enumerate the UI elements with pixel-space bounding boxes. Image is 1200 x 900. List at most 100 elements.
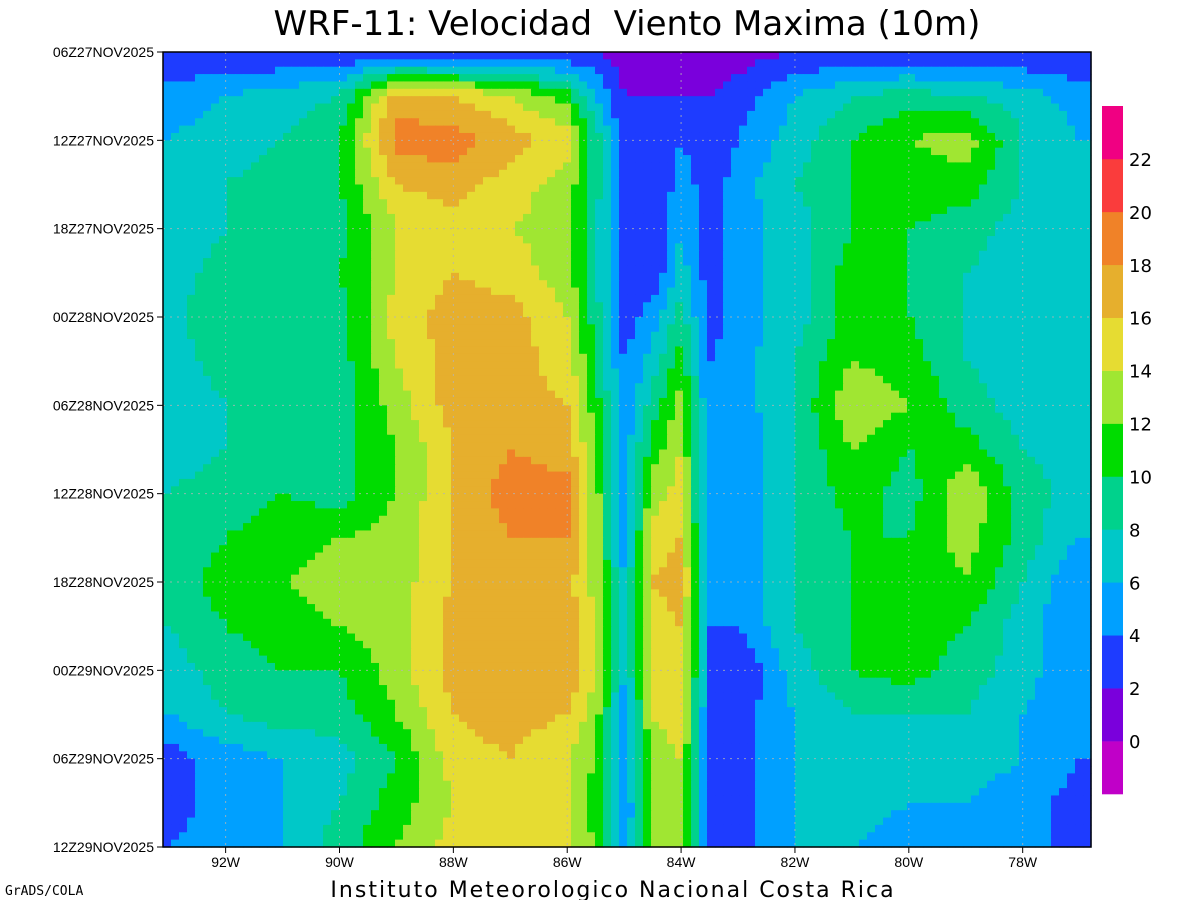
heatmap-cell [307,331,316,340]
heatmap-cell [1067,81,1076,90]
heatmap-cell [1035,74,1044,83]
heatmap-cell [811,199,820,208]
heatmap-cell [1027,317,1036,325]
heatmap-cell [1051,103,1060,112]
heatmap-cell [459,250,468,259]
heatmap-cell [483,324,492,333]
heatmap-cell [275,88,284,97]
heatmap-cell [475,250,484,259]
heatmap-cell [523,66,532,75]
heatmap-cell [635,309,644,318]
heatmap-cell [363,353,372,362]
heatmap-cell [979,103,988,112]
heatmap-cell [835,52,844,60]
heatmap-cell [587,317,596,325]
heatmap-cell [971,103,980,112]
heatmap-cell [491,258,500,267]
heatmap-cell [187,221,196,230]
heatmap-cell [235,199,244,208]
heatmap-cell [691,265,700,274]
heatmap-cell [819,125,828,134]
heatmap-cell [843,228,852,237]
heatmap-cell [539,52,548,60]
heatmap-cell [683,353,692,362]
heatmap-cell [571,243,580,252]
heatmap-cell [819,302,828,311]
heatmap-cell [371,346,380,355]
heatmap-cell [579,177,588,186]
heatmap-cell [1027,206,1036,215]
heatmap-cell [747,272,756,281]
heatmap-cell [347,272,356,281]
heatmap-cell [235,346,244,355]
heatmap-cell [171,294,180,303]
heatmap-cell [507,250,516,259]
heatmap-cell [323,118,332,127]
heatmap-cell [315,272,324,281]
heatmap-cell [587,74,596,83]
heatmap-cell [1083,243,1092,252]
heatmap-cell [467,199,476,208]
heatmap-cell [387,88,396,97]
heatmap-cell [979,191,988,200]
heatmap-cell [339,213,348,222]
heatmap-cell [699,81,708,90]
heatmap-cell [219,81,228,90]
heatmap-cell [691,280,700,289]
heatmap-cell [507,125,516,134]
heatmap-cell [531,162,540,171]
heatmap-cell [611,132,620,141]
heatmap-cell [499,81,508,90]
heatmap-cell [507,213,516,222]
heatmap-cell [595,74,604,83]
heatmap-cell [667,118,676,127]
heatmap-cell [619,302,628,311]
heatmap-cell [331,265,340,274]
heatmap-cell [499,302,508,311]
heatmap-cell [267,213,276,222]
heatmap-cell [395,309,404,318]
heatmap-cell [531,294,540,303]
heatmap-cell [459,66,468,75]
heatmap-cell [683,125,692,134]
heatmap-cell [779,184,788,193]
heatmap-cell [595,287,604,296]
heatmap-cell [739,317,748,325]
heatmap-cell [619,81,628,90]
heatmap-cell [475,155,484,164]
heatmap-cell [1043,184,1052,193]
heatmap-cell [355,361,364,370]
heatmap-cell [763,88,772,97]
heatmap-cell [1019,287,1028,296]
heatmap-cell [979,132,988,141]
heatmap-cell [939,110,948,119]
heatmap-cell [739,162,748,171]
heatmap-cell [451,243,460,252]
heatmap-cell [795,221,804,230]
heatmap-cell [659,353,668,362]
heatmap-cell [347,317,356,325]
heatmap-cell [283,184,292,193]
heatmap-cell [891,339,900,348]
heatmap-cell [587,169,596,178]
heatmap-cell [235,206,244,215]
heatmap-cell [219,287,228,296]
heatmap-cell [515,88,524,97]
heatmap-cell [683,184,692,193]
heatmap-cell [1003,66,1012,75]
heatmap-cell [803,66,812,75]
heatmap-cell [387,272,396,281]
heatmap-cell [731,206,740,215]
heatmap-cell [747,125,756,134]
heatmap-cell [531,184,540,193]
heatmap-cell [491,74,500,83]
heatmap-cell [1075,309,1084,318]
heatmap-cell [331,302,340,311]
heatmap-cell [723,169,732,178]
heatmap-cell [491,103,500,112]
heatmap-cell [1083,258,1092,267]
heatmap-cell [987,346,996,355]
heatmap-cell [483,228,492,237]
heatmap-cell [523,169,532,178]
heatmap-cell [1067,346,1076,355]
